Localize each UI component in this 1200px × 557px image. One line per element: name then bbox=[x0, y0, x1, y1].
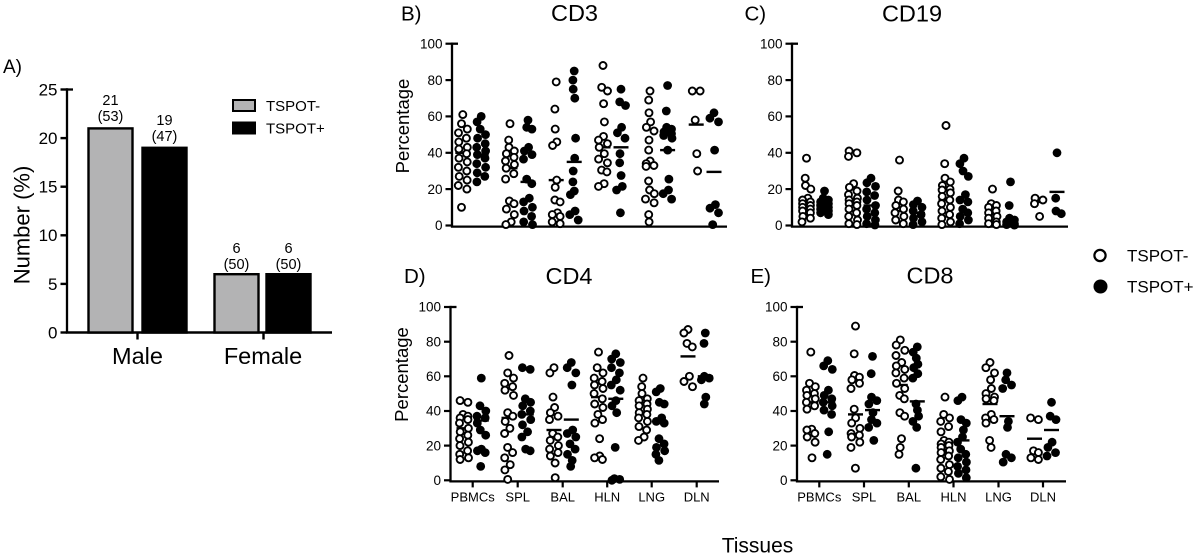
svg-text:B): B) bbox=[401, 2, 422, 25]
svg-text:Female: Female bbox=[224, 343, 302, 369]
svg-text:CD3: CD3 bbox=[551, 0, 598, 26]
svg-text:CD19: CD19 bbox=[882, 1, 942, 27]
svg-text:80: 80 bbox=[767, 73, 782, 88]
svg-text:25: 25 bbox=[39, 80, 58, 99]
svg-text:6: 6 bbox=[232, 241, 240, 257]
svg-text:100: 100 bbox=[420, 36, 443, 51]
svg-text:40: 40 bbox=[427, 146, 442, 161]
svg-text:(53): (53) bbox=[98, 109, 124, 125]
svg-text:BAL: BAL bbox=[897, 490, 922, 505]
svg-text:80: 80 bbox=[427, 73, 442, 88]
svg-text:SPL: SPL bbox=[852, 490, 877, 505]
svg-text:0: 0 bbox=[433, 473, 441, 488]
svg-text:21: 21 bbox=[102, 93, 118, 109]
svg-text:20: 20 bbox=[39, 129, 58, 148]
svg-text:(50): (50) bbox=[224, 257, 250, 273]
svg-text:Number (%): Number (%) bbox=[10, 166, 35, 285]
svg-text:PBMCs: PBMCs bbox=[451, 490, 496, 505]
svg-text:60: 60 bbox=[426, 369, 441, 384]
svg-text:LNG: LNG bbox=[638, 490, 665, 505]
svg-text:80: 80 bbox=[772, 334, 787, 349]
svg-text:60: 60 bbox=[767, 109, 782, 124]
svg-text:PBMCs: PBMCs bbox=[797, 490, 842, 505]
svg-text:20: 20 bbox=[772, 438, 787, 453]
svg-text:60: 60 bbox=[772, 369, 787, 384]
svg-text:(47): (47) bbox=[152, 129, 178, 145]
svg-text:SPL: SPL bbox=[505, 490, 530, 505]
svg-text:5: 5 bbox=[48, 275, 57, 294]
svg-text:LNG: LNG bbox=[985, 490, 1012, 505]
svg-text:Tissues: Tissues bbox=[722, 535, 794, 557]
svg-text:0: 0 bbox=[435, 218, 443, 233]
svg-text:CD8: CD8 bbox=[906, 263, 953, 289]
svg-text:80: 80 bbox=[426, 334, 441, 349]
svg-text:40: 40 bbox=[767, 146, 782, 161]
svg-text:CD4: CD4 bbox=[545, 263, 592, 289]
svg-text:0: 0 bbox=[48, 323, 57, 342]
svg-text:Male: Male bbox=[112, 343, 163, 369]
svg-text:Percentage: Percentage bbox=[392, 79, 413, 174]
svg-text:0: 0 bbox=[780, 473, 788, 488]
svg-text:TSPOT+: TSPOT+ bbox=[1127, 278, 1194, 297]
svg-text:6: 6 bbox=[284, 241, 292, 257]
svg-text:BAL: BAL bbox=[550, 490, 575, 505]
svg-text:C): C) bbox=[745, 2, 767, 25]
svg-text:TSPOT+: TSPOT+ bbox=[266, 121, 325, 138]
svg-text:40: 40 bbox=[426, 404, 441, 419]
svg-text:60: 60 bbox=[427, 109, 442, 124]
svg-text:HLN: HLN bbox=[940, 490, 966, 505]
svg-text:100: 100 bbox=[765, 300, 788, 315]
svg-text:(50): (50) bbox=[276, 257, 302, 273]
svg-text:TSPOT-: TSPOT- bbox=[1127, 247, 1188, 266]
svg-text:TSPOT-: TSPOT- bbox=[266, 98, 320, 115]
svg-text:15: 15 bbox=[39, 178, 58, 197]
svg-text:DLN: DLN bbox=[684, 490, 710, 505]
svg-text:HLN: HLN bbox=[594, 490, 620, 505]
svg-text:19: 19 bbox=[156, 113, 172, 129]
svg-text:20: 20 bbox=[426, 438, 441, 453]
svg-text:40: 40 bbox=[772, 404, 787, 419]
svg-text:Percentage: Percentage bbox=[391, 327, 412, 422]
svg-text:20: 20 bbox=[767, 182, 782, 197]
svg-text:DLN: DLN bbox=[1030, 490, 1056, 505]
svg-text:E): E) bbox=[751, 265, 772, 288]
svg-text:20: 20 bbox=[427, 182, 442, 197]
svg-text:100: 100 bbox=[418, 300, 441, 315]
svg-text:10: 10 bbox=[39, 226, 58, 245]
svg-text:0: 0 bbox=[775, 218, 783, 233]
svg-text:100: 100 bbox=[760, 36, 783, 51]
svg-text:D): D) bbox=[404, 265, 426, 288]
svg-text:A): A) bbox=[3, 57, 22, 78]
